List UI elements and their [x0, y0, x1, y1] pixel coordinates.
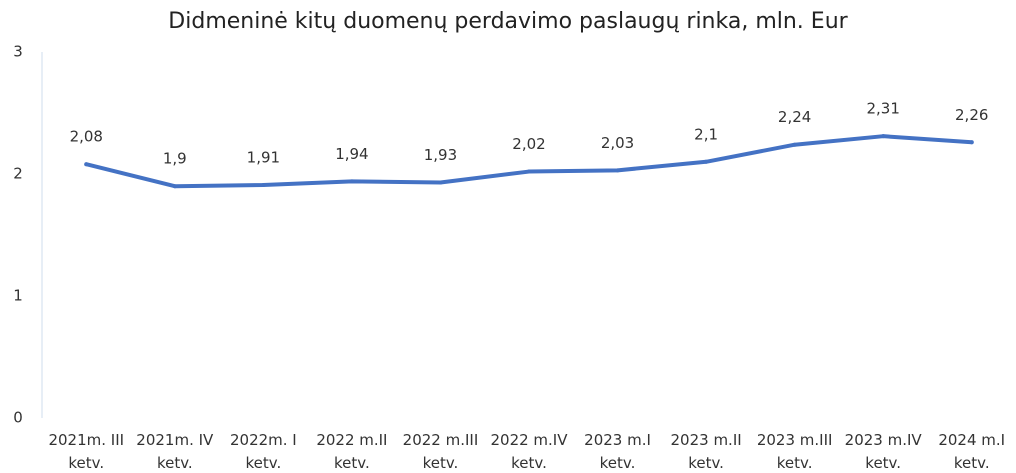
data-label: 2,1: [694, 125, 718, 143]
x-tick-label-line: ketv.: [600, 454, 636, 472]
x-tick-label: 2022 m.III ketv.: [403, 431, 479, 472]
data-point: [84, 162, 89, 167]
data-point: [349, 179, 354, 184]
data-point: [527, 169, 531, 174]
x-tick-label: 2023 m.IV ketv.: [845, 431, 923, 472]
data-label: 1,9: [163, 150, 187, 168]
x-tick-label: 2021m. IV ketv.: [136, 431, 214, 472]
y-tick-label: 3: [13, 43, 23, 61]
data-label: 2,02: [512, 135, 545, 153]
y-tick-label: 0: [13, 409, 23, 427]
x-tick-label-line: ketv.: [511, 454, 547, 472]
data-point: [261, 182, 266, 187]
x-tick-label: 2023 m.I ketv.: [584, 431, 651, 472]
x-tick-label-line: ketv.: [68, 454, 104, 472]
x-tick-label-line: 2022 m.II: [316, 431, 387, 449]
x-tick-label-line: ketv.: [245, 454, 281, 472]
data-point: [615, 168, 620, 173]
x-tick-label-line: 2022 m.III: [403, 431, 479, 449]
x-tick-label-line: ketv.: [954, 454, 990, 472]
x-tick-label: 2022 m.II ketv.: [316, 431, 387, 472]
y-tick-label: 1: [13, 287, 23, 305]
data-label: 2,08: [70, 128, 103, 146]
x-tick-label-line: 2023 m.II: [671, 431, 742, 449]
x-tick-label-line: ketv.: [688, 454, 724, 472]
x-tick-label-line: 2022m. I: [230, 431, 297, 449]
x-tick-label-line: ketv.: [157, 454, 193, 472]
data-point: [704, 159, 709, 164]
data-label: 2,26: [955, 106, 988, 124]
x-tick-label-line: 2021m. III: [48, 431, 124, 449]
x-tick-label-line: 2022 m.IV: [490, 431, 568, 449]
x-tick-label-line: 2021m. IV: [136, 431, 214, 449]
x-tick-label-line: 2024 m.I: [938, 431, 1005, 449]
data-point: [881, 134, 886, 139]
x-tick-label: 2022 m.IV ketv.: [490, 431, 568, 472]
x-tick-label: 2023 m.III ketv.: [757, 431, 833, 472]
data-point: [438, 180, 443, 185]
y-tick-label: 2: [13, 165, 23, 183]
data-label: 2,24: [778, 108, 811, 126]
data-point: [172, 184, 177, 189]
data-label: 1,93: [424, 146, 457, 164]
x-tick-label: 2023 m.II ketv.: [671, 431, 742, 472]
x-tick-label-line: 2023 m.I: [584, 431, 651, 449]
x-tick-label-line: 2023 m.III: [757, 431, 833, 449]
x-tick-label: 2024 m.I ketv.: [938, 431, 1005, 472]
chart-title: Didmeninė kitų duomenų perdavimo paslaug…: [168, 9, 848, 34]
data-point: [792, 142, 797, 147]
x-tick-label-line: ketv.: [865, 454, 901, 472]
x-tick-label-line: ketv.: [423, 454, 459, 472]
x-tick-label-line: ketv.: [334, 454, 370, 472]
data-label: 1,91: [247, 148, 280, 166]
data-label: 2,31: [866, 100, 899, 118]
data-label: 1,94: [335, 145, 368, 163]
x-tick-label: 2021m. III ketv.: [48, 431, 124, 472]
data-label: 2,03: [601, 134, 634, 152]
x-tick-label-line: 2023 m.IV: [845, 431, 923, 449]
data-point: [969, 140, 974, 145]
x-tick-label-line: ketv.: [777, 454, 813, 472]
x-tick-label: 2022m. I ketv.: [230, 431, 297, 472]
